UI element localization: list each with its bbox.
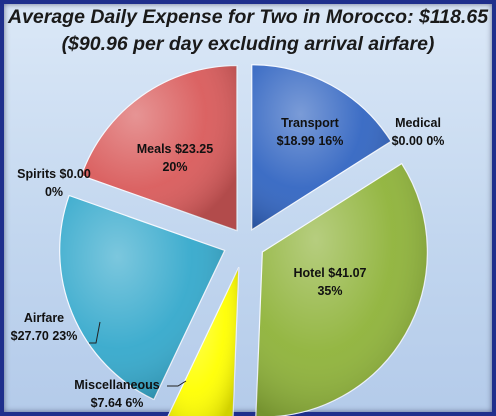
pie-slice-shading-miscellaneous — [168, 267, 239, 416]
data-label-spirits: Spirits $0.00 0% — [17, 167, 91, 199]
chart-title: Average Daily Expense for Two in Morocco… — [7, 6, 489, 28]
data-label-miscellaneous: Miscellaneous $7.64 6% — [74, 378, 159, 410]
data-label-airfare: Airfare $27.70 23% — [11, 311, 78, 343]
data-label-meals: Meals $23.25 20% — [137, 142, 213, 174]
data-label-hotel: Hotel $41.07 35% — [294, 266, 367, 298]
chart-subtitle: ($90.96 per day excluding arrival airfar… — [61, 33, 435, 55]
pie-slice-shading-airfare — [59, 195, 225, 400]
pie-slice-shading-transport — [251, 64, 392, 230]
leader-line-airfare — [89, 321, 101, 344]
data-label-transport: Transport $18.99 16% — [277, 116, 344, 148]
data-label-medical: Medical $0.00 0% — [392, 116, 445, 148]
pie-slice-shading-hotel — [255, 163, 428, 416]
leader-line-miscellaneous — [167, 380, 187, 387]
pie-slice-shading-meals — [81, 65, 237, 231]
